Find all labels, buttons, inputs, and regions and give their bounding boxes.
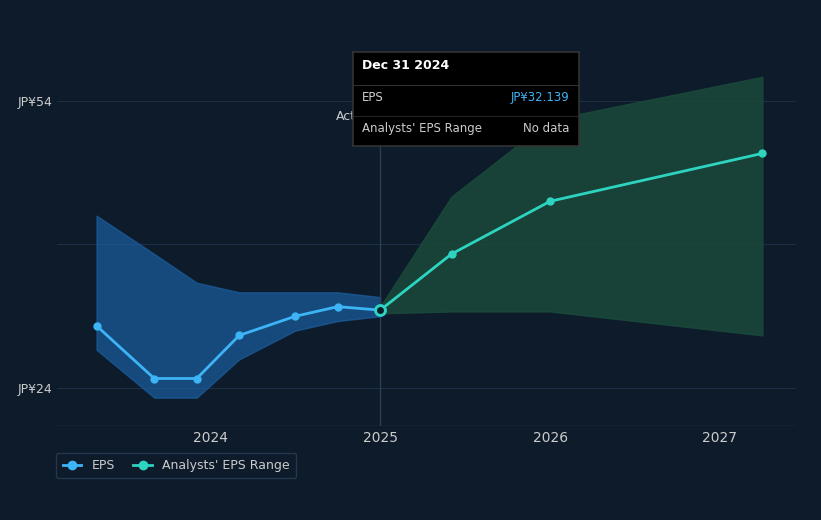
Text: Analysts Forecasts: Analysts Forecasts	[388, 110, 505, 123]
Text: No data: No data	[524, 122, 570, 135]
Text: Actual: Actual	[336, 110, 375, 123]
Text: Dec 31 2024: Dec 31 2024	[362, 59, 449, 72]
Text: JP¥32.139: JP¥32.139	[511, 90, 570, 103]
Legend: EPS, Analysts' EPS Range: EPS, Analysts' EPS Range	[57, 453, 296, 478]
Text: EPS: EPS	[362, 90, 383, 103]
Text: Analysts' EPS Range: Analysts' EPS Range	[362, 122, 482, 135]
